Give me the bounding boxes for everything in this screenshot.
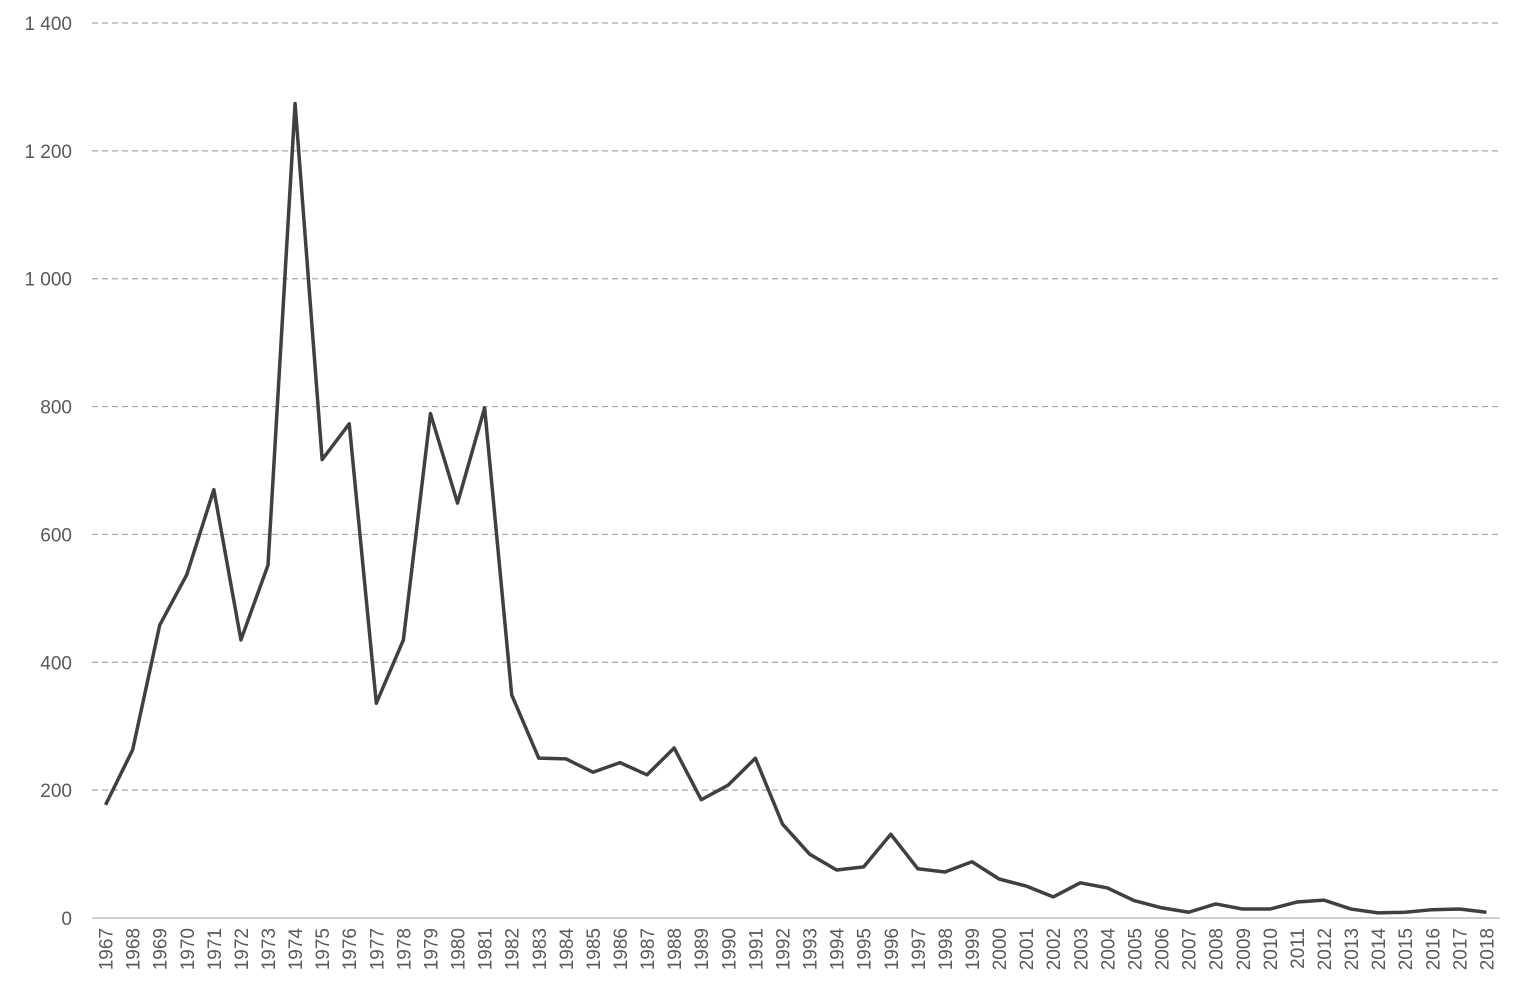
x-tick-label: 2018 (1477, 928, 1498, 970)
x-tick-label: 2006 (1153, 928, 1174, 970)
y-tick-label: 1 400 (24, 14, 72, 35)
x-tick-label: 1995 (855, 928, 876, 970)
x-tick-label: 1974 (286, 928, 307, 971)
y-tick-label: 1 200 (24, 142, 72, 163)
x-tick-label: 1988 (665, 928, 686, 970)
y-tick-label: 1 000 (24, 270, 72, 291)
x-tick-label: 2008 (1207, 928, 1228, 970)
x-tick-label: 1994 (828, 928, 849, 971)
x-tick-label: 1969 (151, 928, 172, 970)
x-tick-label: 1999 (963, 928, 984, 970)
y-tick-label: 200 (40, 781, 72, 802)
x-tick-label: 2002 (1044, 928, 1065, 970)
x-tick-label: 2014 (1369, 928, 1390, 971)
x-tick-label: 1980 (449, 928, 470, 970)
x-tick-label: 2000 (990, 928, 1011, 970)
x-tick-label: 1971 (205, 928, 226, 970)
x-tick-label: 1996 (882, 928, 903, 970)
x-tick-label: 2012 (1315, 928, 1336, 970)
x-tick-label: 2011 (1288, 928, 1309, 969)
x-tick-label: 2016 (1423, 928, 1444, 970)
x-tick-label: 2007 (1180, 928, 1201, 970)
x-tick-label: 1981 (476, 928, 497, 970)
x-tick-label: 2013 (1342, 928, 1363, 970)
x-tick-label: 2010 (1261, 928, 1282, 970)
x-tick-label: 1979 (421, 928, 442, 970)
x-tick-label: 1976 (340, 928, 361, 970)
x-tick-label: 1989 (692, 928, 713, 970)
x-tick-label: 2015 (1396, 928, 1417, 970)
x-tick-label: 2005 (1125, 928, 1146, 970)
y-tick-label: 0 (61, 909, 72, 930)
x-tick-label: 1998 (936, 928, 957, 970)
x-tick-label: 1990 (719, 928, 740, 970)
x-tick-label: 1982 (503, 928, 524, 970)
x-tick-label: 1973 (259, 928, 280, 970)
y-tick-label: 600 (40, 525, 72, 546)
x-tick-label: 1992 (773, 928, 794, 970)
x-tick-label: 1978 (394, 928, 415, 970)
x-tick-label: 2004 (1098, 928, 1119, 971)
x-tick-label: 1991 (746, 928, 767, 970)
x-tick-label: 2001 (1017, 928, 1038, 970)
x-tick-label: 1967 (97, 928, 118, 970)
x-tick-label: 1985 (584, 928, 605, 970)
line (103, 101, 1487, 915)
y-tick-label: 800 (40, 398, 72, 419)
x-tick-label: 1986 (611, 928, 632, 970)
x-tick-label: 1993 (801, 928, 822, 970)
x-tick-label: 1984 (557, 928, 578, 971)
x-tick-label: 1997 (909, 928, 930, 970)
x-tick-label: 2003 (1071, 928, 1092, 970)
x-tick-label: 2017 (1450, 928, 1471, 970)
x-tick-label: 1977 (367, 928, 388, 970)
x-tick-label: 1972 (232, 928, 253, 970)
x-tick-label: 1968 (124, 928, 145, 970)
x-tick-label: 1970 (178, 928, 199, 970)
x-tick-label: 1987 (638, 928, 659, 970)
y-tick-label: 400 (40, 653, 72, 674)
x-tick-label: 1975 (313, 928, 334, 970)
x-tick-label: 2009 (1234, 928, 1255, 970)
x-tick-label: 1983 (530, 928, 551, 970)
